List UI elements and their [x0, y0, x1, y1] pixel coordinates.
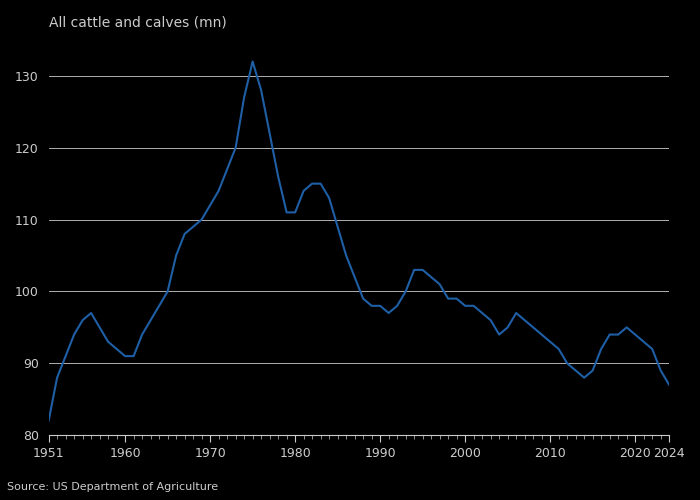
Text: All cattle and calves (mn): All cattle and calves (mn) [48, 15, 226, 29]
Text: Source: US Department of Agriculture: Source: US Department of Agriculture [7, 482, 218, 492]
